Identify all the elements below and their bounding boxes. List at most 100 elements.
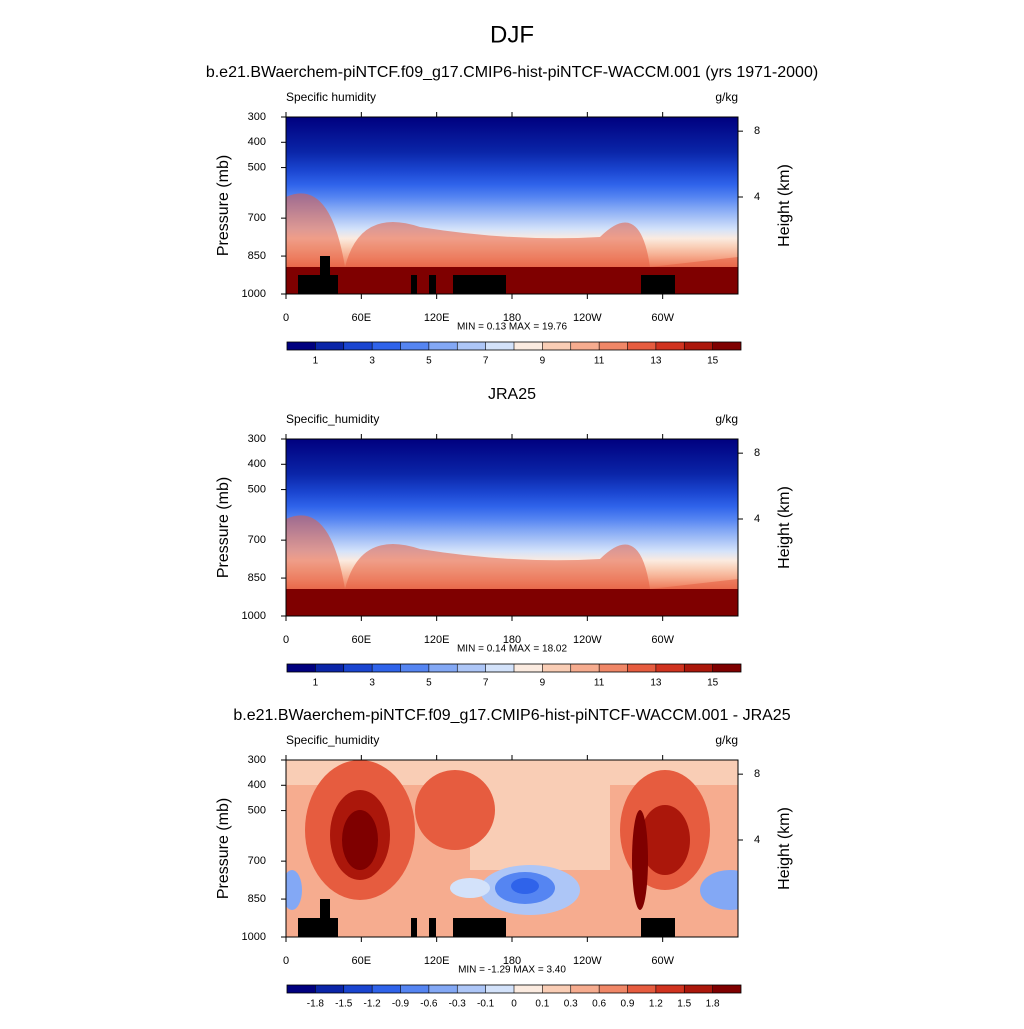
y-tick-label: 1000: [242, 610, 266, 622]
colorbar-box: [627, 342, 656, 350]
colorbar-label: 0.3: [564, 999, 578, 1010]
colorbar-box: [570, 985, 600, 993]
field-shading: [511, 878, 539, 894]
min-max: MIN = 0.13 MAX = 19.76: [457, 322, 567, 333]
field-shading: [640, 805, 690, 875]
colorbar-box: [457, 664, 486, 672]
x-tick-label: 0: [283, 955, 289, 967]
colorbar-label: -0.6: [420, 999, 438, 1010]
y-tick-label: 400: [248, 136, 266, 148]
colorbar-label: 7: [483, 678, 489, 689]
colorbar-box: [627, 664, 656, 672]
colorbar-box: [542, 342, 571, 350]
colorbar-label: 13: [650, 356, 662, 367]
y-tick-label: 500: [248, 483, 266, 495]
colorbar-box: [684, 342, 713, 350]
y2-tick-label: 8: [754, 125, 760, 137]
x-tick-label: 120E: [424, 312, 450, 324]
y-tick-label: 1000: [242, 288, 266, 300]
y-tick-label: 300: [248, 433, 266, 445]
topography: [641, 275, 675, 294]
colorbar-label: -0.9: [392, 999, 410, 1010]
colorbar-box: [315, 985, 344, 993]
colorbar-box: [287, 342, 316, 350]
colorbar-box: [655, 985, 685, 993]
x-tick-label: 60W: [651, 312, 674, 324]
y-tick-label: 500: [248, 161, 266, 173]
panel-title: b.e21.BWaerchem-piNTCF.f09_g17.CMIP6-his…: [233, 707, 790, 724]
field-shading: [342, 810, 378, 870]
colorbar-label: 3: [369, 356, 375, 367]
x-tick-label: 180: [503, 312, 521, 324]
colorbar-box: [712, 342, 741, 350]
field-shading: [700, 870, 738, 910]
colorbar-box: [343, 342, 373, 350]
field-shading: [415, 770, 495, 850]
colorbar-box: [428, 342, 458, 350]
y2-tick-label: 4: [754, 513, 760, 525]
colorbar-box: [655, 664, 685, 672]
colorbar-label: -1.2: [364, 999, 382, 1010]
y-axis-label: Pressure (mb): [215, 477, 232, 578]
contour-field: [286, 439, 738, 616]
colorbar-box: [485, 664, 514, 672]
y-tick-label: 700: [248, 855, 266, 867]
y2-tick-label: 8: [754, 768, 760, 780]
topography: [411, 275, 417, 294]
colorbar-label: -0.1: [477, 999, 495, 1010]
topography: [411, 918, 417, 937]
y-tick-label: 850: [248, 250, 266, 262]
colorbar-box: [542, 985, 571, 993]
y2-tick-label: 8: [754, 447, 760, 459]
colorbar-box: [570, 664, 600, 672]
min-max: MIN = -1.29 MAX = 3.40: [458, 965, 566, 976]
topography: [298, 918, 338, 937]
min-max: MIN = 0.14 MAX = 18.02: [457, 644, 567, 655]
colorbar-label: 9: [540, 356, 546, 367]
y2-axis-label: Height (km): [776, 486, 793, 569]
topography: [320, 256, 330, 275]
topography: [429, 275, 436, 294]
figure-title: DJF: [490, 21, 534, 48]
topography: [320, 899, 330, 918]
units: g/kg: [715, 90, 738, 104]
colorbar-label: 1: [313, 356, 319, 367]
y-tick-label: 850: [248, 893, 266, 905]
colorbar-box: [542, 664, 571, 672]
field-shading: [286, 589, 738, 616]
colorbar-label: 0.9: [621, 999, 635, 1010]
colorbar-label: -0.3: [449, 999, 467, 1010]
colorbar-box: [457, 985, 486, 993]
y-tick-label: 700: [248, 212, 266, 224]
contour-field: [286, 760, 738, 937]
colorbar-label: 13: [650, 678, 662, 689]
colorbar-box: [514, 664, 543, 672]
colorbar-label: 1.5: [677, 999, 691, 1010]
field-shading: [450, 878, 490, 898]
x-tick-label: 60W: [651, 634, 674, 646]
y2-tick-label: 4: [754, 191, 760, 203]
y-tick-label: 1000: [242, 931, 266, 943]
x-tick-label: 120W: [573, 634, 602, 646]
colorbar-box: [287, 985, 316, 993]
colorbar-box: [343, 664, 373, 672]
topography: [453, 275, 506, 294]
colorbar-label: 5: [426, 678, 432, 689]
colorbar-label: -1.8: [307, 999, 325, 1010]
colorbar-box: [428, 985, 458, 993]
topography: [641, 918, 675, 937]
panel-title: b.e21.BWaerchem-piNTCF.f09_g17.CMIP6-his…: [206, 64, 818, 81]
colorbar-box: [428, 664, 458, 672]
colorbar-box: [627, 985, 656, 993]
field-shading: [632, 810, 648, 910]
y-tick-label: 400: [248, 458, 266, 470]
topography: [453, 918, 506, 937]
colorbar-box: [372, 664, 401, 672]
colorbar-label: -1.5: [335, 999, 353, 1010]
colorbar-box: [599, 664, 628, 672]
x-tick-label: 180: [503, 955, 521, 967]
colorbar-box: [599, 342, 628, 350]
units: g/kg: [715, 733, 738, 747]
x-tick-label: 60E: [352, 312, 372, 324]
